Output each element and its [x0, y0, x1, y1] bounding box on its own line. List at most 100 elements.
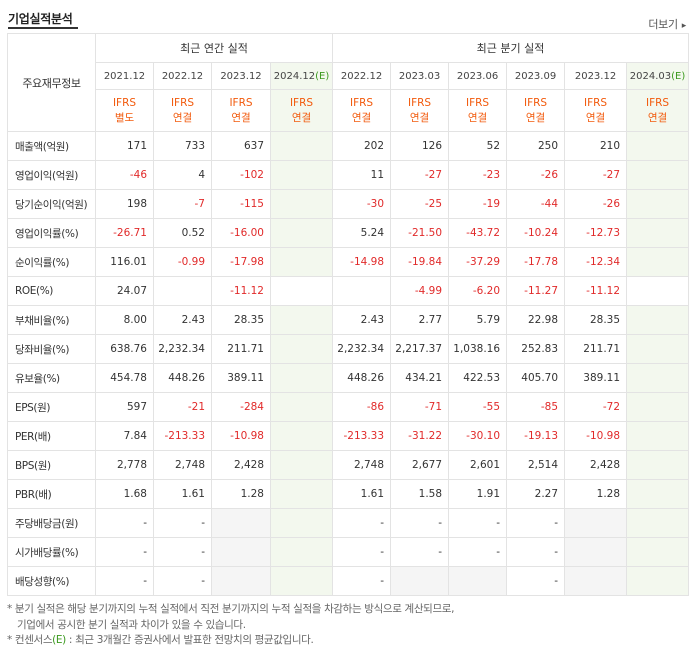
table-cell: 1.61 — [153, 479, 212, 509]
ifrs-header: IFRS 연결 — [390, 89, 450, 132]
table-cell: 422.53 — [448, 363, 508, 393]
row-label: PBR(배) — [7, 479, 96, 509]
period-year: 2023.12 — [220, 70, 262, 82]
table-cell: 116.01 — [95, 247, 154, 277]
ifrs-l1: IFRS — [407, 96, 432, 109]
footnote-1-cont: 기업에서 공시한 분기 실적과 차이가 있을 수 있습니다. — [17, 618, 246, 631]
table-cell: -43.72 — [448, 218, 508, 248]
table-cell: -30 — [332, 189, 392, 219]
ifrs-header-row: IFRS 별도 IFRS 연결 IFRS 연결 IFRS 연결 IFRS 연결 IFRS 연결 IFRS… — [8, 89, 690, 132]
ifrs-l1: IFRS — [170, 96, 195, 109]
table-cell: 1.61 — [332, 479, 392, 509]
table-cell: - — [390, 508, 450, 538]
table-row: 순이익률(%) 116.01 -0.99 -17.98 -14.98 -19.84 -37.… — [7, 247, 690, 277]
footnotes: * 분기 실적은 해당 분기까지의 누적 실적에서 직전 분기까지의 누적 실적… — [7, 602, 454, 648]
table-cell: -12.34 — [564, 247, 628, 277]
period-year: 2023.06 — [456, 70, 499, 82]
table-cell — [564, 508, 628, 538]
ifrs-l2: 연결 — [231, 111, 251, 124]
ifrs-header: IFRS 연결 — [564, 89, 628, 132]
table-cell: -284 — [211, 392, 271, 422]
table-cell: -19.13 — [506, 421, 566, 451]
period-year: 2022.12 — [340, 70, 383, 82]
table-cell — [626, 131, 690, 161]
table-cell — [269, 479, 334, 509]
table-cell — [626, 218, 690, 248]
ifrs-l1: IFRS — [112, 96, 137, 109]
table-cell: -11.12 — [564, 276, 628, 306]
table-row: 영업이익률(%) -26.71 0.52 -16.00 5.24 -21.50 -43.72… — [7, 218, 690, 248]
table-row: PER(배) 7.84 -213.33 -10.98 -213.33 -31.22 -30.… — [7, 421, 690, 451]
footnote-2: * 컨센서스(E) : 최근 3개월간 증권사에서 발표한 전망치의 평균값입니… — [7, 633, 454, 648]
row-label: 영업이익(억원) — [7, 160, 96, 190]
table-cell — [269, 276, 334, 306]
table-corner-label: 주요재무정보 — [7, 33, 96, 132]
period-year: 2023.03 — [398, 70, 441, 82]
table-cell — [269, 131, 334, 161]
table-cell: 1.28 — [211, 479, 271, 509]
row-label: 주당배당금(원) — [7, 508, 96, 538]
ifrs-l2: 연결 — [525, 111, 546, 124]
period-year: 2024.03 — [629, 70, 672, 82]
table-cell: - — [506, 537, 566, 567]
period-year: 2021.12 — [103, 70, 146, 82]
table-cell: 2.77 — [390, 305, 450, 335]
table-cell: 2,428 — [564, 450, 628, 480]
table-cell: -17.78 — [506, 247, 566, 277]
period-header: 2023.06 — [448, 62, 508, 90]
table-cell: 4 — [153, 160, 212, 190]
table-row: EPS(원) 597 -21 -284 -86 -71 -55 -85 -72 — [7, 392, 690, 422]
ifrs-l1: IFRS — [289, 96, 314, 109]
table-cell — [269, 334, 334, 364]
table-cell: 28.35 — [564, 305, 628, 335]
table-cell — [269, 537, 334, 567]
table-cell — [626, 247, 690, 277]
table-cell: -26 — [506, 160, 566, 190]
table-cell: 22.98 — [506, 305, 566, 335]
table-cell: 2,748 — [332, 450, 392, 480]
table-cell: - — [448, 537, 508, 567]
table-cell — [269, 508, 334, 538]
table-cell — [269, 218, 334, 248]
ifrs-l2: 연결 — [647, 111, 668, 124]
table-cell: -7 — [153, 189, 212, 219]
table-cell: - — [95, 537, 154, 567]
table-cell: -19 — [448, 189, 508, 219]
table-cell — [564, 566, 628, 596]
table-cell: - — [448, 508, 508, 538]
table-row: BPS(원) 2,778 2,748 2,428 2,748 2,677 2,601 2,51… — [7, 450, 690, 480]
table-cell: 1.28 — [564, 479, 628, 509]
table-cell: -37.29 — [448, 247, 508, 277]
table-cell: 0.52 — [153, 218, 212, 248]
table-cell: 2,232.34 — [153, 334, 212, 364]
table-cell: 5.24 — [332, 218, 392, 248]
table-cell: -21.50 — [390, 218, 450, 248]
table-cell — [269, 392, 334, 422]
table-cell — [269, 363, 334, 393]
table-cell: -11.27 — [506, 276, 566, 306]
ifrs-header: IFRS 별도 — [95, 89, 154, 132]
table-cell: 448.26 — [332, 363, 392, 393]
table-cell: -19.84 — [390, 247, 450, 277]
table-cell: 2,677 — [390, 450, 450, 480]
table-cell: 405.70 — [506, 363, 566, 393]
table-cell — [211, 537, 271, 567]
table-cell: -26.71 — [95, 218, 154, 248]
table-cell — [153, 276, 212, 306]
ifrs-header: IFRS 연결 — [332, 89, 392, 132]
section-title: 기업실적분석 — [8, 12, 73, 26]
table-cell: -14.98 — [332, 247, 392, 277]
row-label: 당기순이익(억원) — [7, 189, 96, 219]
table-row: 영업이익(억원) -46 4 -102 11 -27 -23 -26 -27 — [7, 160, 690, 190]
table-cell — [626, 566, 690, 596]
table-cell — [269, 247, 334, 277]
ifrs-header: IFRS 연결 — [153, 89, 212, 132]
row-label: 영업이익률(%) — [7, 218, 96, 248]
table-cell: 2,778 — [95, 450, 154, 480]
table-cell: 2,232.34 — [332, 334, 392, 364]
table-cell: -55 — [448, 392, 508, 422]
more-link[interactable]: 더보기 ▸ — [648, 16, 686, 32]
estimate-marker: (E) — [671, 70, 686, 82]
period-header: 2024.12(E) — [269, 62, 334, 90]
table-cell: -10.98 — [564, 421, 628, 451]
